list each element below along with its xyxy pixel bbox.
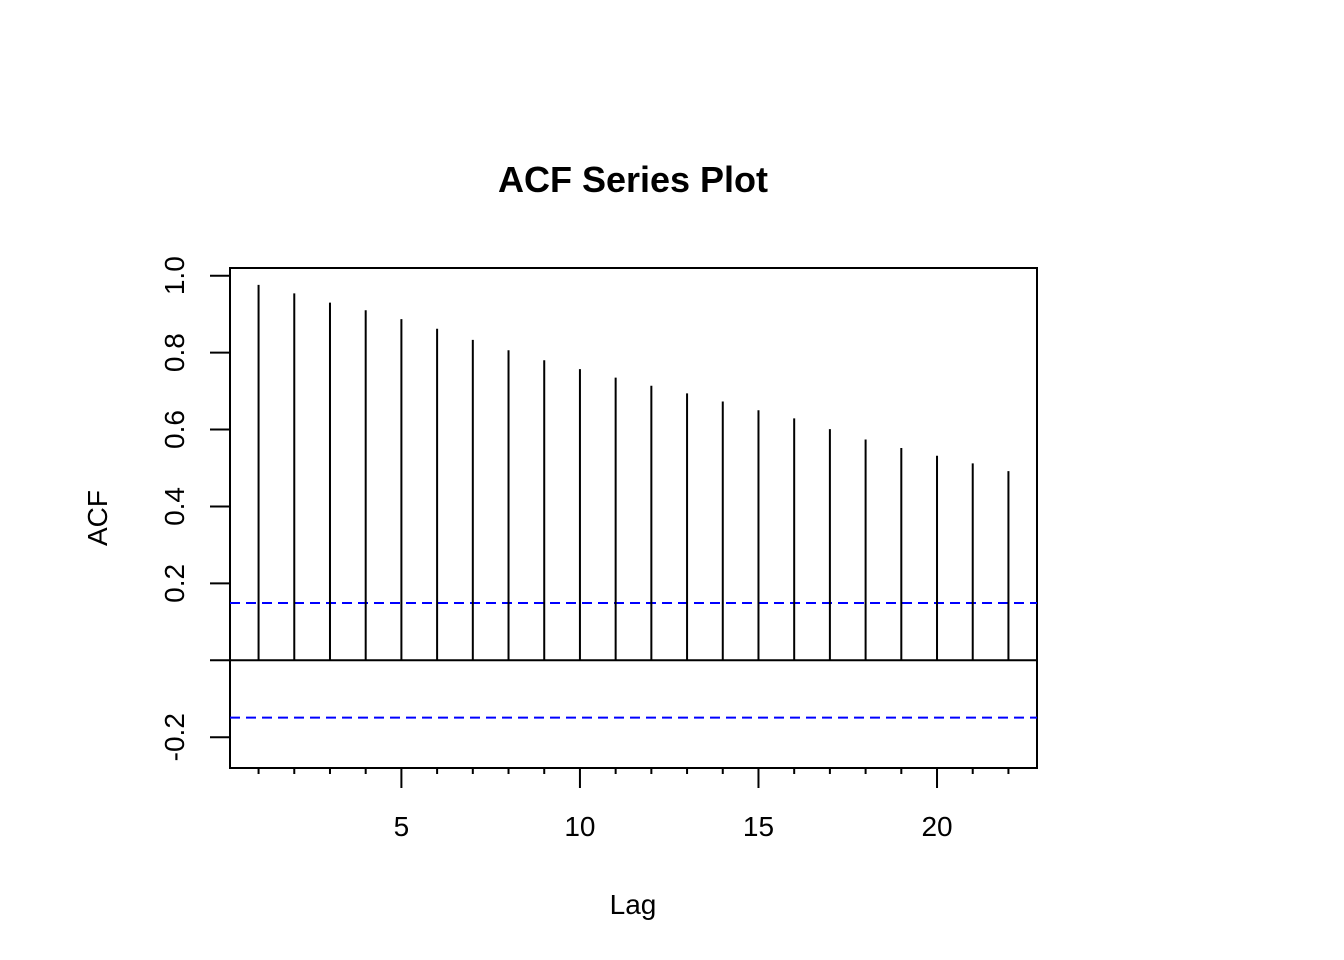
- y-tick-label: 0.8: [159, 333, 190, 372]
- plot-frame: [229, 267, 1038, 769]
- y-tick-label: 1.0: [159, 256, 190, 295]
- y-tick-label: -0.2: [159, 713, 190, 761]
- x-tick-label: 10: [564, 811, 595, 842]
- y-tick-label: 0.2: [159, 564, 190, 603]
- plot-area: 5 10 15 20 -0.2 0.2 0.4 0.6 0.8 1.0: [159, 256, 1038, 842]
- x-tick-label: 15: [743, 811, 774, 842]
- x-tick-label: 5: [394, 811, 410, 842]
- y-axis-label: ACF: [82, 490, 113, 546]
- x-axis-label: Lag: [610, 889, 657, 920]
- x-tick-label: 20: [921, 811, 952, 842]
- y-tick-label: 0.4: [159, 487, 190, 526]
- y-tick-label: 0.6: [159, 410, 190, 449]
- chart-title: ACF Series Plot: [498, 159, 768, 200]
